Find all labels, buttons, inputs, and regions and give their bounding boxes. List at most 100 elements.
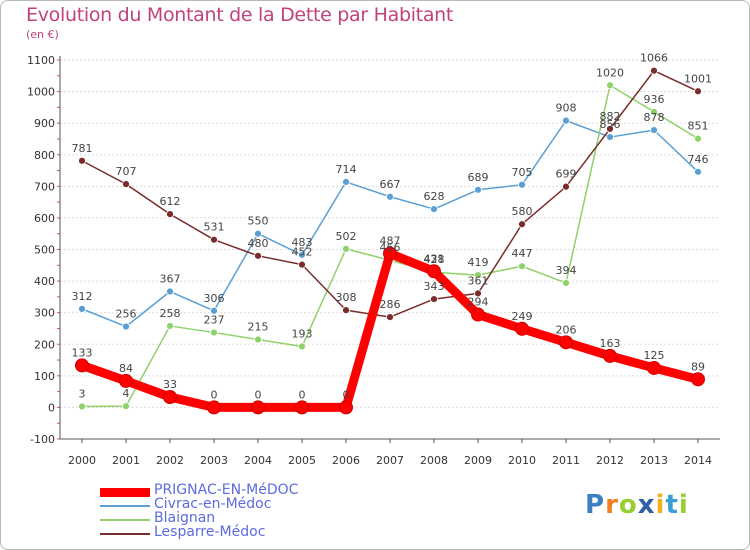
data-label: 1066 [640, 52, 668, 65]
data-point [386, 192, 394, 201]
data-label: 466 [380, 241, 401, 254]
data-label: 531 [204, 221, 225, 234]
data-point [122, 180, 130, 189]
x-tick-label: 2001 [112, 454, 140, 467]
data-label: 483 [292, 236, 313, 249]
x-tick-label: 2011 [552, 454, 580, 467]
y-tick-label: 300 [34, 307, 55, 320]
x-tick-label: 2010 [508, 454, 536, 467]
data-point [386, 313, 394, 321]
data-label: 667 [380, 178, 401, 191]
data-label: 851 [688, 120, 709, 133]
logo-letter: o [618, 490, 638, 520]
data-label: 394 [556, 264, 577, 277]
data-label: 908 [556, 102, 577, 115]
y-tick-label: 600 [34, 212, 55, 225]
data-point [515, 321, 529, 336]
y-tick-label: 500 [34, 244, 55, 257]
data-point [562, 182, 570, 191]
data-label: 215 [248, 321, 269, 334]
data-point [694, 167, 702, 176]
data-label: 294 [468, 296, 489, 309]
data-label: 714 [336, 163, 357, 176]
data-point [119, 373, 133, 388]
data-point [78, 156, 86, 165]
data-point [298, 260, 306, 269]
data-label: 33 [163, 378, 177, 391]
data-label: 0 [255, 388, 262, 401]
data-point [518, 180, 526, 189]
y-tick-label: 100 [34, 370, 55, 383]
data-labels: 133 84 33 0 0 0 0 487 431 294 249 206 163 125 89 312 256… [72, 52, 713, 402]
data-point [650, 126, 658, 135]
data-point [207, 400, 221, 415]
data-point [254, 335, 262, 344]
data-point [166, 210, 174, 219]
data-label: 0 [343, 388, 350, 401]
data-point [606, 124, 614, 133]
data-label: 0 [211, 388, 218, 401]
data-label: 502 [336, 230, 357, 243]
legend-swatch [100, 519, 150, 521]
data-point [430, 205, 438, 213]
data-label: 89 [691, 360, 705, 373]
y-tick-label: 1100 [27, 54, 55, 67]
data-label: 452 [292, 246, 313, 259]
x-tick-label: 2002 [156, 454, 184, 467]
data-label: 258 [160, 307, 181, 320]
data-label: 612 [160, 195, 181, 208]
x-tick-label: 2004 [244, 454, 272, 467]
data-label: 3 [79, 387, 86, 400]
proxiti-logo: Proxiti [585, 490, 689, 520]
data-point [166, 287, 174, 296]
data-point [474, 289, 482, 298]
data-point [122, 322, 130, 331]
data-label: 580 [512, 205, 533, 218]
x-tick-label: 2000 [68, 454, 96, 467]
data-point [691, 372, 705, 387]
series-line-1 [81, 119, 699, 328]
y-tick-label: 800 [34, 149, 55, 162]
data-point [75, 358, 89, 373]
data-point [650, 66, 658, 75]
data-label: 206 [556, 323, 577, 336]
y-tick-label: 400 [34, 275, 55, 288]
data-label: 286 [380, 298, 401, 311]
y-tick-label: 0 [48, 401, 55, 414]
data-point [251, 400, 265, 415]
logo-letter: P [585, 490, 606, 520]
data-label: 746 [688, 153, 709, 166]
y-tick-label: 700 [34, 180, 55, 193]
data-label: 4 [123, 387, 130, 400]
data-label: 447 [512, 247, 533, 260]
data-point [298, 342, 306, 351]
data-label: 125 [644, 349, 665, 362]
data-point [562, 279, 570, 287]
data-point [559, 335, 573, 350]
x-tick-label: 2013 [640, 454, 668, 467]
legend-label: PRIGNAC-EN-MéDOC [154, 482, 299, 498]
logo-letter: x [637, 490, 656, 520]
data-point [562, 116, 570, 125]
data-label: 133 [72, 346, 93, 359]
data-point [603, 348, 617, 363]
logo-letter: i [678, 490, 689, 520]
data-point [383, 246, 397, 261]
data-point [78, 402, 86, 411]
data-point [471, 307, 485, 322]
x-tick-label: 2009 [464, 454, 492, 467]
data-label: 0 [299, 388, 306, 401]
data-point [474, 185, 482, 194]
data-point [78, 304, 86, 313]
chart-title: Evolution du Montant de la Dette par Hab… [26, 4, 454, 26]
series-lines [75, 66, 705, 415]
data-point [163, 389, 177, 404]
data-label: 84 [119, 362, 133, 375]
logo-letter: t [665, 490, 679, 520]
data-label: 312 [72, 290, 93, 303]
data-label: 936 [644, 93, 665, 106]
data-label: 193 [292, 327, 313, 340]
data-label: 419 [468, 256, 489, 269]
data-point [339, 400, 353, 415]
